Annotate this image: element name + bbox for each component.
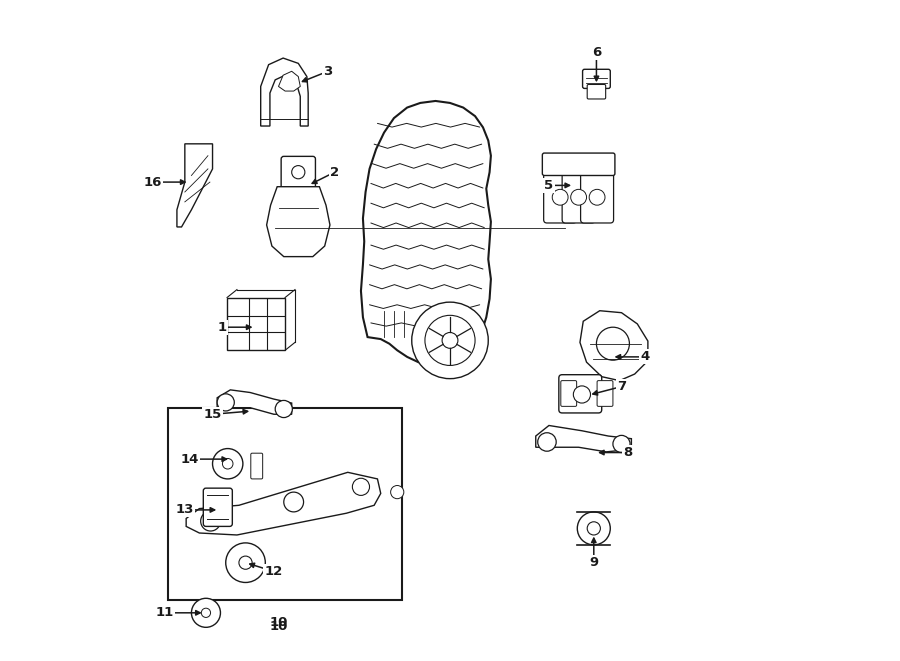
Circle shape	[353, 479, 370, 495]
Polygon shape	[580, 311, 648, 381]
Circle shape	[597, 327, 629, 360]
Circle shape	[238, 556, 252, 569]
Circle shape	[590, 189, 605, 205]
FancyBboxPatch shape	[597, 381, 613, 407]
Circle shape	[411, 302, 489, 379]
Text: 2: 2	[330, 166, 339, 178]
Text: 7: 7	[616, 380, 626, 393]
Circle shape	[571, 189, 587, 205]
FancyBboxPatch shape	[559, 375, 602, 413]
Text: 8: 8	[624, 446, 633, 459]
Circle shape	[284, 492, 303, 512]
Bar	[167, 408, 401, 600]
Circle shape	[192, 598, 220, 627]
Circle shape	[613, 436, 630, 453]
FancyBboxPatch shape	[543, 153, 615, 175]
Circle shape	[202, 608, 211, 617]
Polygon shape	[278, 71, 301, 91]
FancyBboxPatch shape	[580, 172, 614, 223]
Text: 1: 1	[218, 321, 227, 334]
Circle shape	[573, 386, 590, 403]
Circle shape	[587, 522, 600, 535]
Polygon shape	[361, 101, 491, 366]
Circle shape	[226, 543, 266, 582]
Text: 13: 13	[176, 504, 194, 516]
Circle shape	[537, 433, 556, 451]
Text: 15: 15	[203, 408, 221, 421]
Circle shape	[292, 166, 305, 178]
Polygon shape	[536, 426, 632, 452]
Polygon shape	[261, 58, 308, 126]
Circle shape	[442, 332, 458, 348]
FancyBboxPatch shape	[251, 453, 263, 479]
Circle shape	[553, 189, 568, 205]
FancyBboxPatch shape	[544, 172, 577, 223]
FancyBboxPatch shape	[587, 85, 606, 99]
Polygon shape	[227, 297, 285, 350]
Text: 14: 14	[180, 453, 199, 465]
Circle shape	[577, 512, 610, 545]
Text: 10: 10	[269, 619, 288, 633]
FancyBboxPatch shape	[562, 172, 595, 223]
FancyBboxPatch shape	[582, 69, 610, 89]
Text: 5: 5	[544, 179, 554, 192]
Circle shape	[425, 315, 475, 366]
Circle shape	[391, 486, 404, 498]
Text: 12: 12	[264, 564, 283, 578]
Circle shape	[201, 511, 220, 531]
Circle shape	[222, 459, 233, 469]
Polygon shape	[217, 390, 292, 414]
Polygon shape	[177, 144, 212, 227]
Text: 4: 4	[640, 350, 649, 364]
Text: 9: 9	[590, 556, 598, 569]
Text: 3: 3	[323, 65, 333, 78]
Circle shape	[217, 394, 234, 411]
Text: 16: 16	[144, 176, 162, 188]
Circle shape	[212, 449, 243, 479]
FancyBboxPatch shape	[561, 381, 577, 407]
Text: 10: 10	[269, 615, 288, 629]
FancyBboxPatch shape	[281, 157, 315, 189]
Text: 6: 6	[592, 46, 601, 59]
Text: 11: 11	[156, 606, 175, 619]
FancyBboxPatch shape	[203, 488, 232, 526]
Polygon shape	[266, 186, 330, 256]
Polygon shape	[186, 473, 381, 535]
Circle shape	[275, 401, 292, 418]
